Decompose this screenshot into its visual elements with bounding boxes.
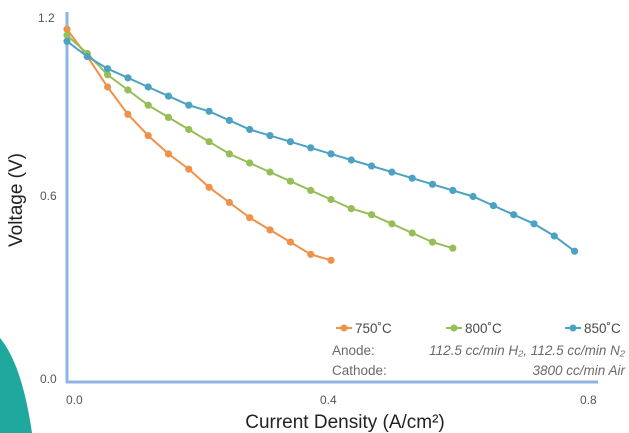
legend-marker-850 — [569, 324, 577, 332]
data-point — [307, 144, 315, 152]
y-tick-label: 0.6 — [40, 189, 57, 203]
data-point — [205, 183, 213, 191]
data-point — [266, 226, 274, 234]
data-point — [104, 71, 112, 79]
x-tick-label: 0.4 — [320, 393, 337, 407]
data-point — [266, 132, 274, 140]
data-point — [83, 52, 91, 61]
data-point — [368, 211, 376, 219]
anode-text: 112.5 cc/min H₂, 112.5 cc/min N₂ — [429, 343, 626, 358]
data-point — [347, 156, 355, 164]
data-point — [266, 168, 274, 176]
data-point — [63, 37, 71, 45]
data-point — [388, 220, 396, 228]
x-axis-title: Current Density (A/cm²) — [245, 412, 445, 433]
data-point — [144, 101, 152, 109]
data-point — [489, 202, 497, 210]
series-line-2 — [66, 40, 576, 253]
data-point — [63, 31, 71, 39]
legend-marker-800 — [450, 324, 458, 332]
data-point — [205, 107, 213, 115]
data-point — [144, 83, 152, 91]
data-point — [205, 138, 213, 146]
data-point — [571, 247, 579, 255]
legend: 750˚C 800˚C 850˚C — [336, 321, 621, 336]
data-point — [307, 250, 315, 258]
data-point — [388, 168, 396, 176]
data-point — [550, 232, 558, 240]
data-point — [449, 244, 457, 252]
data-point — [185, 165, 193, 173]
data-point — [449, 186, 457, 194]
x-tick-label: 0.0 — [66, 393, 83, 407]
data-point — [327, 150, 335, 158]
data-point — [246, 125, 254, 134]
data-point — [368, 162, 376, 170]
data-point — [428, 180, 437, 188]
legend-label-750: 750˚C — [355, 321, 392, 336]
data-point — [530, 220, 538, 228]
data-point — [225, 198, 233, 207]
data-point — [469, 192, 477, 201]
data-point — [307, 186, 315, 194]
data-point — [104, 83, 112, 91]
legend-label-800: 800˚C — [465, 321, 502, 336]
legend-label-850: 850˚C — [584, 321, 621, 336]
series-layer — [63, 25, 579, 264]
data-point — [185, 125, 193, 134]
x-tick-label: 0.8 — [580, 393, 597, 407]
data-point — [124, 86, 132, 94]
anode-label: Anode: — [332, 343, 375, 358]
decorative-teal-wedge — [0, 338, 32, 433]
data-point — [185, 101, 193, 109]
data-point — [408, 174, 416, 182]
data-point — [144, 132, 152, 140]
cathode-label: Cathode: — [332, 363, 387, 378]
data-point — [286, 138, 294, 146]
data-point — [164, 113, 173, 121]
data-point — [347, 205, 355, 213]
series-line-1 — [66, 34, 454, 250]
data-point — [104, 65, 112, 73]
data-point — [124, 110, 132, 118]
data-point — [164, 150, 173, 158]
data-point — [63, 25, 71, 33]
data-point — [327, 195, 335, 204]
data-point — [225, 116, 233, 124]
legend-marker-750 — [340, 324, 348, 332]
data-point — [408, 229, 416, 237]
cathode-text: 3800 cc/min Air — [532, 363, 625, 378]
data-point — [246, 214, 254, 222]
y-tick-label: 1.2 — [38, 11, 55, 25]
series-line-0 — [66, 28, 332, 262]
data-point — [225, 150, 233, 158]
y-axis-title: Voltage (V) — [6, 153, 27, 247]
data-point — [286, 177, 294, 185]
y-tick-label: 0.0 — [40, 372, 57, 386]
data-point — [286, 238, 294, 246]
data-point — [164, 92, 173, 100]
data-point — [124, 74, 132, 82]
data-point — [428, 238, 437, 246]
data-point — [327, 256, 335, 264]
data-point — [510, 211, 518, 219]
data-point — [246, 159, 254, 167]
